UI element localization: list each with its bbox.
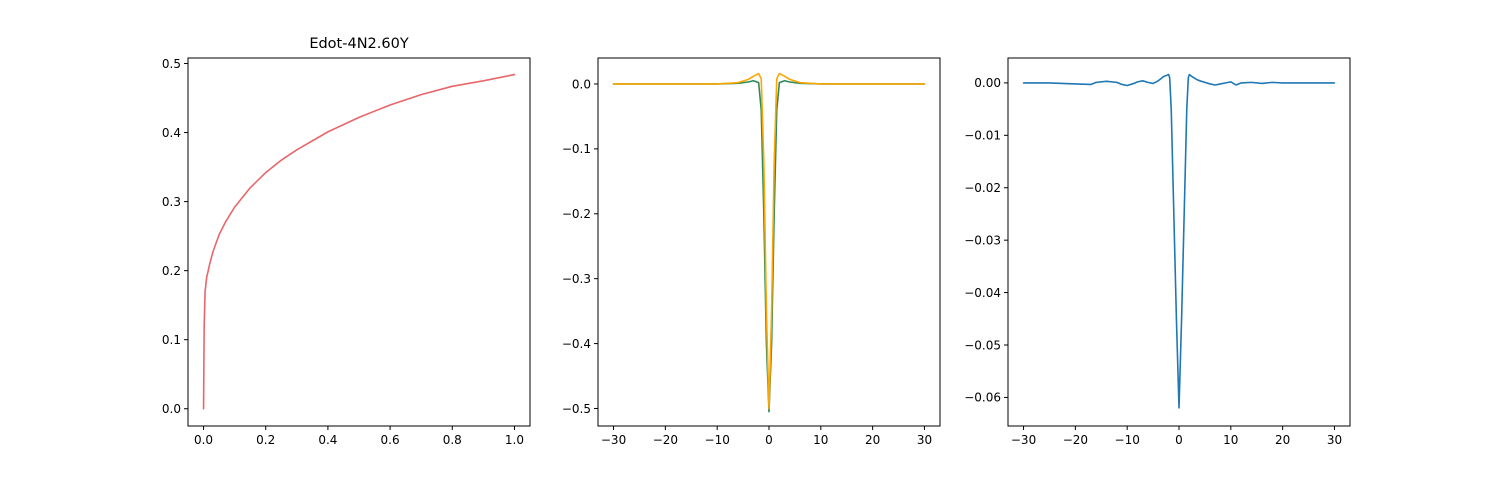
plot-2-y-tick-label: 0.0 — [572, 77, 591, 91]
plot-2-x-tick-label: 30 — [917, 433, 932, 447]
plot-panel-1: Edot-4N2.60Y 0.0 0.2 0.4 0.6 0.8 1.0 0.0 0.1 0.2… — [162, 36, 531, 447]
plot-1-x-tick-label: 1.0 — [505, 433, 524, 447]
plot-1-y-tick-label: 0.2 — [162, 264, 181, 278]
plot-1-x-tick-label: 0.2 — [256, 433, 275, 447]
plot-1-x-tick-label: 0.6 — [381, 433, 400, 447]
plot-2-series-line-2 — [612, 79, 926, 413]
plot-3-x-tick-label: 30 — [1327, 433, 1342, 447]
plot-2-y-tick-label: −0.3 — [562, 272, 591, 286]
plot-3-x-tick-label: −30 — [1011, 433, 1036, 447]
plot-3-y-tick-label: −0.01 — [964, 129, 1001, 143]
plot-3-x-tick-label: −20 — [1063, 433, 1088, 447]
plot-1-x-tick-label: 0.0 — [194, 433, 213, 447]
plot-2-x-tick-label: 0 — [765, 433, 773, 447]
plot-1-frame — [187, 57, 531, 427]
plot-2-x-tick-label: 10 — [813, 433, 828, 447]
plot-1-y-tick-label: 0.1 — [162, 333, 181, 347]
plot-2-y-tick-label: −0.5 — [562, 402, 591, 416]
plot-1-y-tick-label: 0.5 — [162, 57, 181, 71]
plot-panel-3: −30 −20 −10 0 10 20 30 0.00 −0.01 −0.02 −0.03 −0.04… — [964, 57, 1351, 447]
plot-1-y-tick-label: 0.0 — [162, 402, 181, 416]
plot-2-x-tick-label: −30 — [601, 433, 626, 447]
plot-3-series-line-1 — [1022, 73, 1336, 409]
plot-2-x-tick-label: 20 — [865, 433, 880, 447]
plot-1-title: Edot-4N2.60Y — [309, 36, 409, 52]
plot-panel-2: −30 −20 −10 0 10 20 30 0.0 −0.1 −0.2 −0.3 −0.4 −0.5 — [562, 57, 941, 447]
plot-2-series-line-1 — [612, 72, 926, 410]
plot-3-y-tick-label: −0.04 — [964, 286, 1001, 300]
plot-3-x-tick-label: −10 — [1115, 433, 1140, 447]
plot-3-x-tick-label: 0 — [1175, 433, 1183, 447]
plot-1-y-tick-label: 0.4 — [162, 126, 181, 140]
plot-2-y-tick-label: −0.2 — [562, 207, 591, 221]
plot-2-y-tick-label: −0.4 — [562, 337, 591, 351]
plot-3-y-tick-label: −0.06 — [964, 391, 1001, 405]
plot-1-x-tick-label: 0.4 — [318, 433, 337, 447]
plot-1-series-line-1 — [202, 73, 516, 410]
plot-3-x-tick-label: 20 — [1275, 433, 1290, 447]
plot-3-y-tick-label: 0.00 — [974, 76, 1001, 90]
plot-2-x-tick-label: −20 — [653, 433, 678, 447]
plot-2-y-tick-label: −0.1 — [562, 142, 591, 156]
plot-3-x-tick-label: 10 — [1223, 433, 1238, 447]
plot-3-y-tick-label: −0.02 — [964, 181, 1001, 195]
plot-2-x-tick-label: −10 — [705, 433, 730, 447]
plot-3-y-tick-label: −0.05 — [964, 338, 1001, 352]
plot-1-x-tick-label: 0.8 — [443, 433, 462, 447]
plot-1-y-tick-label: 0.3 — [162, 195, 181, 209]
plot-3-y-tick-label: −0.03 — [964, 233, 1001, 247]
